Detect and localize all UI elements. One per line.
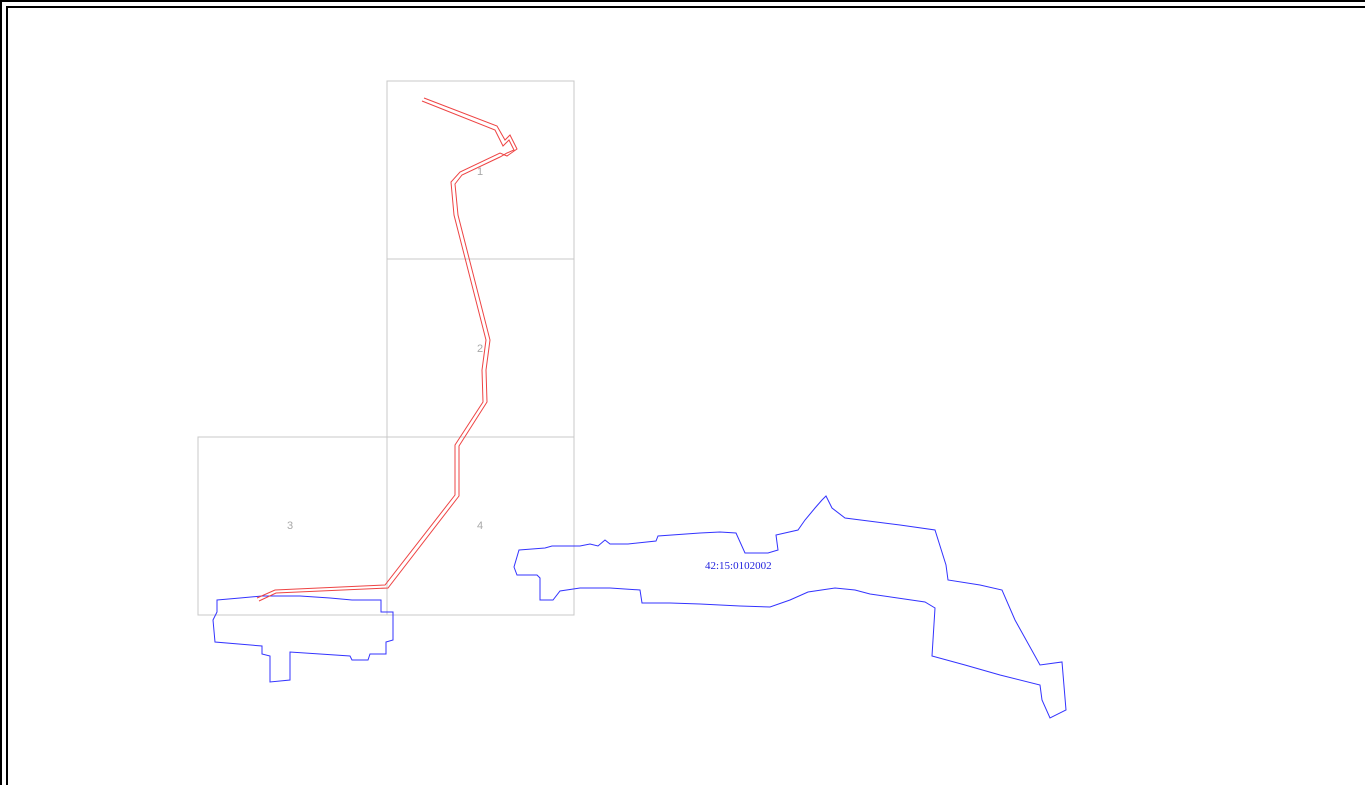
sheet-label-3: 3 (287, 520, 293, 532)
map-frame (6, 6, 1365, 785)
pipeline-route-left[interactable] (256, 97, 518, 599)
sheet-label-1: 1 (477, 166, 483, 178)
sheet-label-4: 4 (477, 520, 483, 532)
sheet-label-2: 2 (477, 343, 483, 355)
cadastral-number-label: 42:15:0102002 (705, 560, 772, 572)
pipeline-route-right[interactable] (258, 100, 515, 602)
settlement-boundary-west[interactable] (212, 595, 394, 683)
cadastral-parcel-boundary[interactable] (513, 495, 1067, 719)
map-sheet-4[interactable] (386, 436, 575, 616)
